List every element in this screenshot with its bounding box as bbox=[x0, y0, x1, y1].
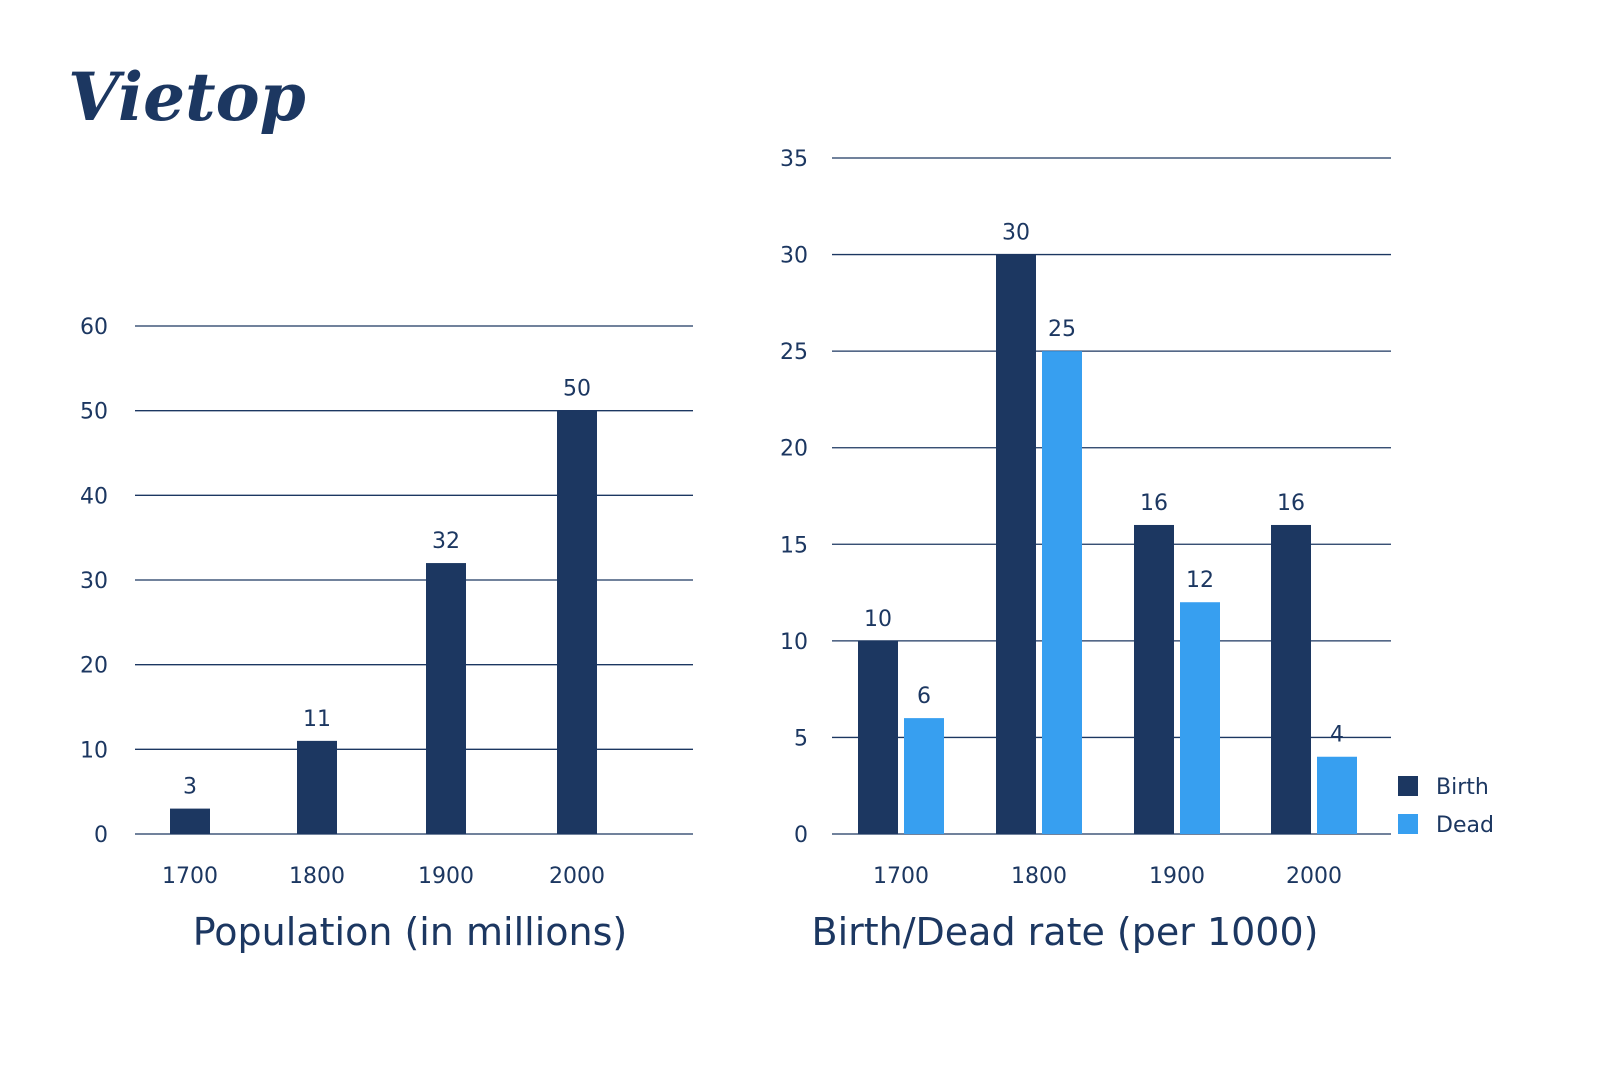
bar bbox=[996, 254, 1036, 835]
bar bbox=[557, 410, 597, 834]
x-tick-label: 1900 bbox=[418, 864, 474, 889]
data-label: 50 bbox=[563, 377, 591, 402]
population-chart: 0 10 20 30 40 50 60 1700 3 1800 11 1900 32 2000 50 bbox=[80, 315, 693, 889]
data-label: 25 bbox=[1048, 317, 1076, 342]
bar bbox=[1317, 756, 1357, 834]
data-label: 16 bbox=[1277, 491, 1305, 516]
legend-label-dead: Dead bbox=[1436, 813, 1494, 838]
legend: Birth Dead bbox=[1398, 775, 1494, 838]
x-tick-label: 1800 bbox=[1011, 864, 1067, 889]
y-tick-label: 5 bbox=[794, 726, 808, 751]
legend-swatch-dead bbox=[1398, 814, 1418, 834]
y-tick-label: 0 bbox=[794, 823, 808, 848]
x-tick-label: 1800 bbox=[289, 864, 345, 889]
legend-label-birth: Birth bbox=[1436, 775, 1489, 800]
bar bbox=[1271, 524, 1311, 834]
data-label: 12 bbox=[1186, 568, 1214, 593]
bar bbox=[904, 718, 944, 834]
x-tick-label: 1700 bbox=[162, 864, 218, 889]
bar bbox=[1134, 524, 1174, 834]
bar bbox=[858, 640, 898, 834]
data-label: 3 bbox=[183, 775, 197, 800]
data-label: 32 bbox=[432, 529, 460, 554]
x-tick-label: 2000 bbox=[1286, 864, 1342, 889]
data-label: 10 bbox=[864, 607, 892, 632]
bar bbox=[297, 740, 337, 834]
y-tick-label: 15 bbox=[780, 533, 808, 558]
y-tick-label: 35 bbox=[780, 147, 808, 172]
data-label: 11 bbox=[303, 707, 331, 732]
x-tick-label: 1700 bbox=[873, 864, 929, 889]
legend-swatch-birth bbox=[1398, 776, 1418, 796]
bar bbox=[1042, 351, 1082, 834]
data-label: 30 bbox=[1002, 221, 1030, 246]
bar bbox=[426, 563, 466, 834]
vietop-logo: Vietop bbox=[68, 58, 306, 136]
birth-dead-rate-chart: 0 5 10 15 20 25 30 35 1700 10 6 1800 30 25 1900 16 12 200… bbox=[780, 147, 1391, 889]
population-chart-title: Population (in millions) bbox=[193, 910, 627, 954]
y-tick-label: 20 bbox=[80, 654, 108, 679]
y-tick-label: 20 bbox=[780, 437, 808, 462]
y-tick-label: 60 bbox=[80, 315, 108, 340]
y-tick-label: 10 bbox=[780, 630, 808, 655]
data-label: 4 bbox=[1330, 723, 1344, 748]
y-tick-label: 10 bbox=[80, 738, 108, 763]
birth-dead-chart-title: Birth/Dead rate (per 1000) bbox=[812, 910, 1319, 954]
data-label: 6 bbox=[917, 684, 931, 709]
y-tick-label: 25 bbox=[780, 340, 808, 365]
bar bbox=[1180, 602, 1220, 834]
y-tick-label: 40 bbox=[80, 484, 108, 509]
bar bbox=[170, 808, 210, 834]
x-tick-label: 2000 bbox=[549, 864, 605, 889]
x-tick-label: 1900 bbox=[1149, 864, 1205, 889]
y-tick-label: 50 bbox=[80, 400, 108, 425]
y-tick-label: 0 bbox=[94, 823, 108, 848]
y-tick-label: 30 bbox=[780, 244, 808, 269]
y-tick-label: 30 bbox=[80, 569, 108, 594]
data-label: 16 bbox=[1140, 491, 1168, 516]
